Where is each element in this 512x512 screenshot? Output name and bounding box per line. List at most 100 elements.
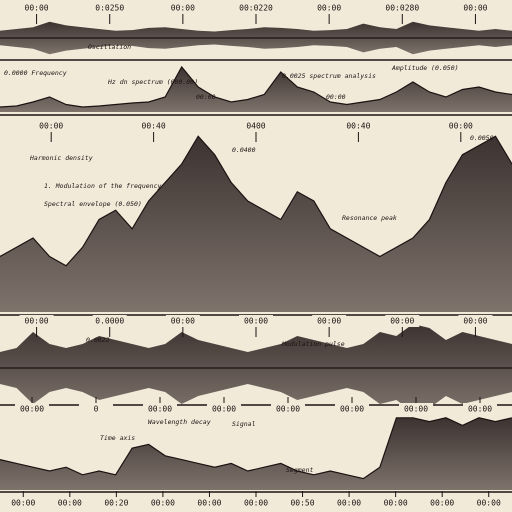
time-label: 00:00 (340, 405, 364, 414)
time-label: 0.0000 (95, 317, 124, 326)
label-bg (341, 120, 376, 132)
label-bg (34, 120, 69, 132)
label-bg (425, 497, 460, 509)
time-label: 00:00 (58, 499, 82, 508)
label-bg (399, 403, 433, 415)
label-bg (79, 403, 113, 415)
label-bg (385, 2, 420, 14)
label-bg (335, 403, 369, 415)
label-bg (458, 2, 493, 14)
label-bg (239, 120, 273, 132)
time-label: 00:40 (346, 122, 370, 131)
annotation: 00:00 (326, 93, 346, 101)
label-bg (207, 403, 241, 415)
annotation: Time axis (100, 434, 135, 442)
time-label: 00:00 (148, 405, 172, 414)
annotation: 1. Modulation of the frequency (44, 182, 161, 190)
time-label: 00:00 (317, 4, 341, 13)
annotation: Resonance peak (342, 214, 397, 222)
time-label: 00:0280 (385, 4, 419, 13)
label-bg (165, 315, 200, 327)
label-bg (15, 403, 49, 415)
label-bg (19, 2, 54, 14)
annotation: Modulation pulse (281, 340, 345, 348)
annotation: 0.0050 (470, 134, 494, 142)
time-label: 00:00 (477, 499, 501, 508)
annotation: Segment (286, 466, 313, 474)
label-bg (92, 315, 127, 327)
label-bg (165, 2, 200, 14)
waveform (0, 417, 512, 490)
waveform (0, 67, 512, 112)
time-label: 00:00 (197, 499, 221, 508)
label-bg (239, 315, 273, 327)
time-label: 00:00 (212, 405, 236, 414)
annotation: 0.0400 (232, 146, 256, 154)
label-bg (99, 497, 134, 509)
time-label: 00:00 (244, 317, 268, 326)
waveform-edge (0, 65, 512, 108)
time-label: 0:0250 (95, 4, 124, 13)
waveform-edge (0, 135, 512, 267)
time-label: 0 (94, 405, 99, 414)
label-bg (458, 315, 493, 327)
time-label: 00:40 (142, 122, 166, 131)
annotation: Amplitude (0.050) (391, 64, 459, 72)
time-label: 00:00 (317, 317, 341, 326)
label-bg (239, 497, 273, 509)
time-label: 00:00 (39, 122, 63, 131)
time-label: 00:00 (151, 499, 175, 508)
time-label: 00:00 (463, 4, 487, 13)
label-bg (145, 497, 180, 509)
time-label: 00:00 (430, 499, 454, 508)
label-bg (443, 120, 478, 132)
waveform (0, 136, 512, 312)
label-bg (192, 497, 227, 509)
label-bg (19, 315, 54, 327)
time-label: 00:50 (290, 499, 314, 508)
annotation: 00:00 (196, 93, 216, 101)
label-bg (52, 497, 87, 509)
label-bg (385, 315, 420, 327)
label-bg (471, 497, 506, 509)
annotation: Spectral envelope (0.050) (44, 200, 142, 208)
time-label: 00:00 (11, 499, 35, 508)
label-bg (378, 497, 413, 509)
time-label: 00:00 (404, 405, 428, 414)
annotation: Hz dn spectrum (000.00) (107, 78, 198, 86)
label-bg (92, 2, 127, 14)
annotation: 0.0022 (86, 336, 110, 344)
label-bg (136, 120, 171, 132)
time-label: 00:00 (449, 122, 473, 131)
label-bg (271, 403, 305, 415)
annotation: Harmonic density (29, 154, 93, 162)
time-label: 00:00 (468, 405, 492, 414)
time-label: 00:00 (25, 317, 49, 326)
label-bg (285, 497, 320, 509)
time-label: 00:00 (337, 499, 361, 508)
waveform-edge (0, 417, 512, 480)
time-label: 00:00 (171, 317, 195, 326)
label-bg (312, 2, 347, 14)
time-label: 00:00 (463, 317, 487, 326)
annotation: Wavelength decay (148, 418, 211, 426)
time-label: 00:00 (384, 499, 408, 508)
annotation: Oscillation (88, 43, 131, 51)
time-label: 00:20 (104, 499, 128, 508)
time-label: 00:00 (244, 499, 268, 508)
time-label: 00:00 (171, 4, 195, 13)
time-label: 00:00 (25, 4, 49, 13)
time-label: 0400 (246, 122, 265, 131)
label-bg (143, 403, 177, 415)
label-bg (463, 403, 497, 415)
label-bg (239, 2, 273, 14)
label-bg (312, 315, 347, 327)
annotation: 0.0025 spectrum analysis (282, 72, 376, 80)
annotation: Signal (232, 420, 256, 428)
time-label: 00:00 (276, 405, 300, 414)
label-bg (332, 497, 367, 509)
time-label: 00:00 (390, 317, 414, 326)
annotation: 0.0000 Frequency (4, 69, 67, 77)
label-bg (6, 497, 41, 509)
